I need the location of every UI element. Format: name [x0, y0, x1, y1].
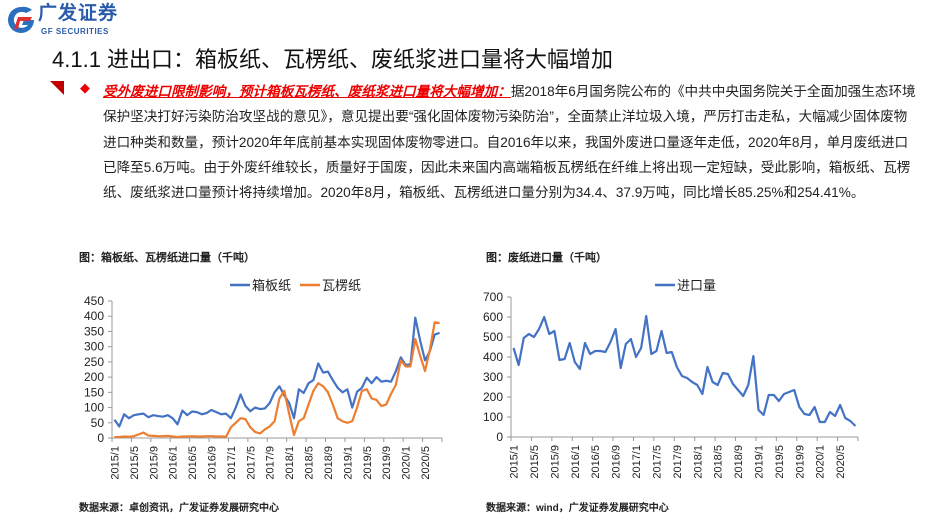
right-chart-title: 图：废纸进口量（千吨）: [486, 252, 607, 264]
x-tick-label: 2020/5: [420, 446, 432, 480]
right-line-chart: 0 100 200 300 400 500 600 700 2015/1 2015/5 2015/9…: [483, 278, 859, 479]
x-tick-label: 2020/5: [835, 445, 847, 479]
page-title: 4.1.1 进出口：箱板纸、瓦楞纸、废纸浆进口量将大幅增加: [52, 47, 614, 72]
body-paragraph: 受外废进口限制影响，预计箱板瓦楞纸、废纸浆进口量将大幅增加：据2018年6月国务…: [103, 79, 918, 205]
x-tick-label: 2018/5: [713, 445, 725, 479]
logo-text-cn: 广发证券: [38, 3, 119, 24]
y-tick-label: 450: [84, 294, 104, 308]
legend-label: 瓦楞纸: [322, 278, 361, 293]
right-chart-source: 数据来源：wind，广发证券发展研究中心: [486, 503, 669, 514]
y-tick-label: 0: [97, 431, 104, 445]
y-tick-label: 700: [483, 290, 503, 304]
x-tick-label: 2020/1: [815, 445, 827, 479]
x-tick-label: 2017/9: [265, 446, 277, 480]
series-line-箱板纸: [113, 316, 440, 428]
y-tick-label: 100: [483, 410, 503, 424]
x-tick-label: 2015/5: [129, 446, 141, 480]
y-tick-label: 300: [483, 370, 503, 384]
x-tick-label: 2018/1: [284, 446, 296, 480]
legend-label: 进口量: [677, 278, 716, 293]
x-tick-label: 2018/5: [304, 446, 316, 480]
y-tick-label: 50: [91, 416, 105, 430]
x-tick-label: 2015/9: [549, 445, 561, 479]
x-tick-label: 2019/5: [362, 446, 374, 480]
y-tick-label: 300: [84, 340, 104, 354]
body-text: 据2018年6月国务院公布的《中共中央国务院关于全面加强生态环境保护坚决打好污染…: [103, 84, 916, 201]
x-tick-label: 2016/5: [187, 446, 199, 480]
x-tick-label: 2016/1: [168, 446, 180, 480]
highlight-text: 受外废进口限制影响，预计箱板瓦楞纸、废纸浆进口量将大幅增加：: [103, 84, 511, 99]
y-tick-label: 250: [84, 355, 104, 369]
x-tick-label: 2015/1: [509, 445, 521, 479]
x-tick-label: 2019/9: [381, 446, 393, 480]
x-tick-label: 2018/9: [323, 446, 335, 480]
x-tick-label: 2019/1: [753, 445, 765, 479]
diamond-bullet-icon: ◆: [80, 80, 90, 95]
y-tick-label: 400: [483, 350, 503, 364]
x-tick-label: 2016/9: [206, 446, 218, 480]
left-chart-title: 图：箱板纸、瓦楞纸进口量（千吨）: [79, 252, 255, 264]
x-tick-label: 2016/1: [570, 445, 582, 479]
x-tick-label: 2019/1: [342, 446, 354, 480]
y-tick-label: 0: [496, 430, 503, 444]
logo-text-en: GF SECURITIES: [41, 27, 109, 36]
series-line-瓦楞纸: [114, 321, 440, 439]
x-tick-label: 2018/1: [692, 445, 704, 479]
x-tick-label: 2017/9: [672, 445, 684, 479]
x-tick-label: 2017/5: [651, 445, 663, 479]
x-tick-label: 2019/5: [774, 445, 786, 479]
x-tick-label: 2016/9: [611, 445, 623, 479]
series-line-进口量: [512, 314, 857, 427]
y-tick-label: 200: [483, 390, 503, 404]
y-tick-label: 200: [84, 370, 104, 384]
x-tick-label: 2015/9: [148, 446, 160, 480]
y-tick-label: 100: [84, 401, 104, 415]
gf-logo-icon: [8, 6, 34, 34]
y-tick-label: 150: [84, 385, 104, 399]
x-tick-label: 2015/5: [529, 445, 541, 479]
x-tick-label: 2018/9: [733, 445, 745, 479]
x-tick-label: 2015/1: [109, 446, 121, 480]
left-chart-source: 数据来源：卓创资讯，广发证券发展研究中心: [79, 503, 279, 514]
corner-marker-icon: [50, 81, 64, 95]
legend-label: 箱板纸: [252, 278, 291, 293]
x-tick-label: 2017/1: [631, 445, 643, 479]
x-tick-label: 2017/1: [226, 446, 238, 480]
y-tick-label: 350: [84, 324, 104, 338]
x-tick-label: 2016/5: [590, 445, 602, 479]
y-tick-label: 400: [84, 309, 104, 323]
y-tick-label: 500: [483, 330, 503, 344]
y-tick-label: 600: [483, 310, 503, 324]
x-tick-label: 2017/5: [245, 446, 257, 480]
x-tick-label: 2020/1: [401, 446, 413, 480]
x-tick-label: 2019/9: [794, 445, 806, 479]
